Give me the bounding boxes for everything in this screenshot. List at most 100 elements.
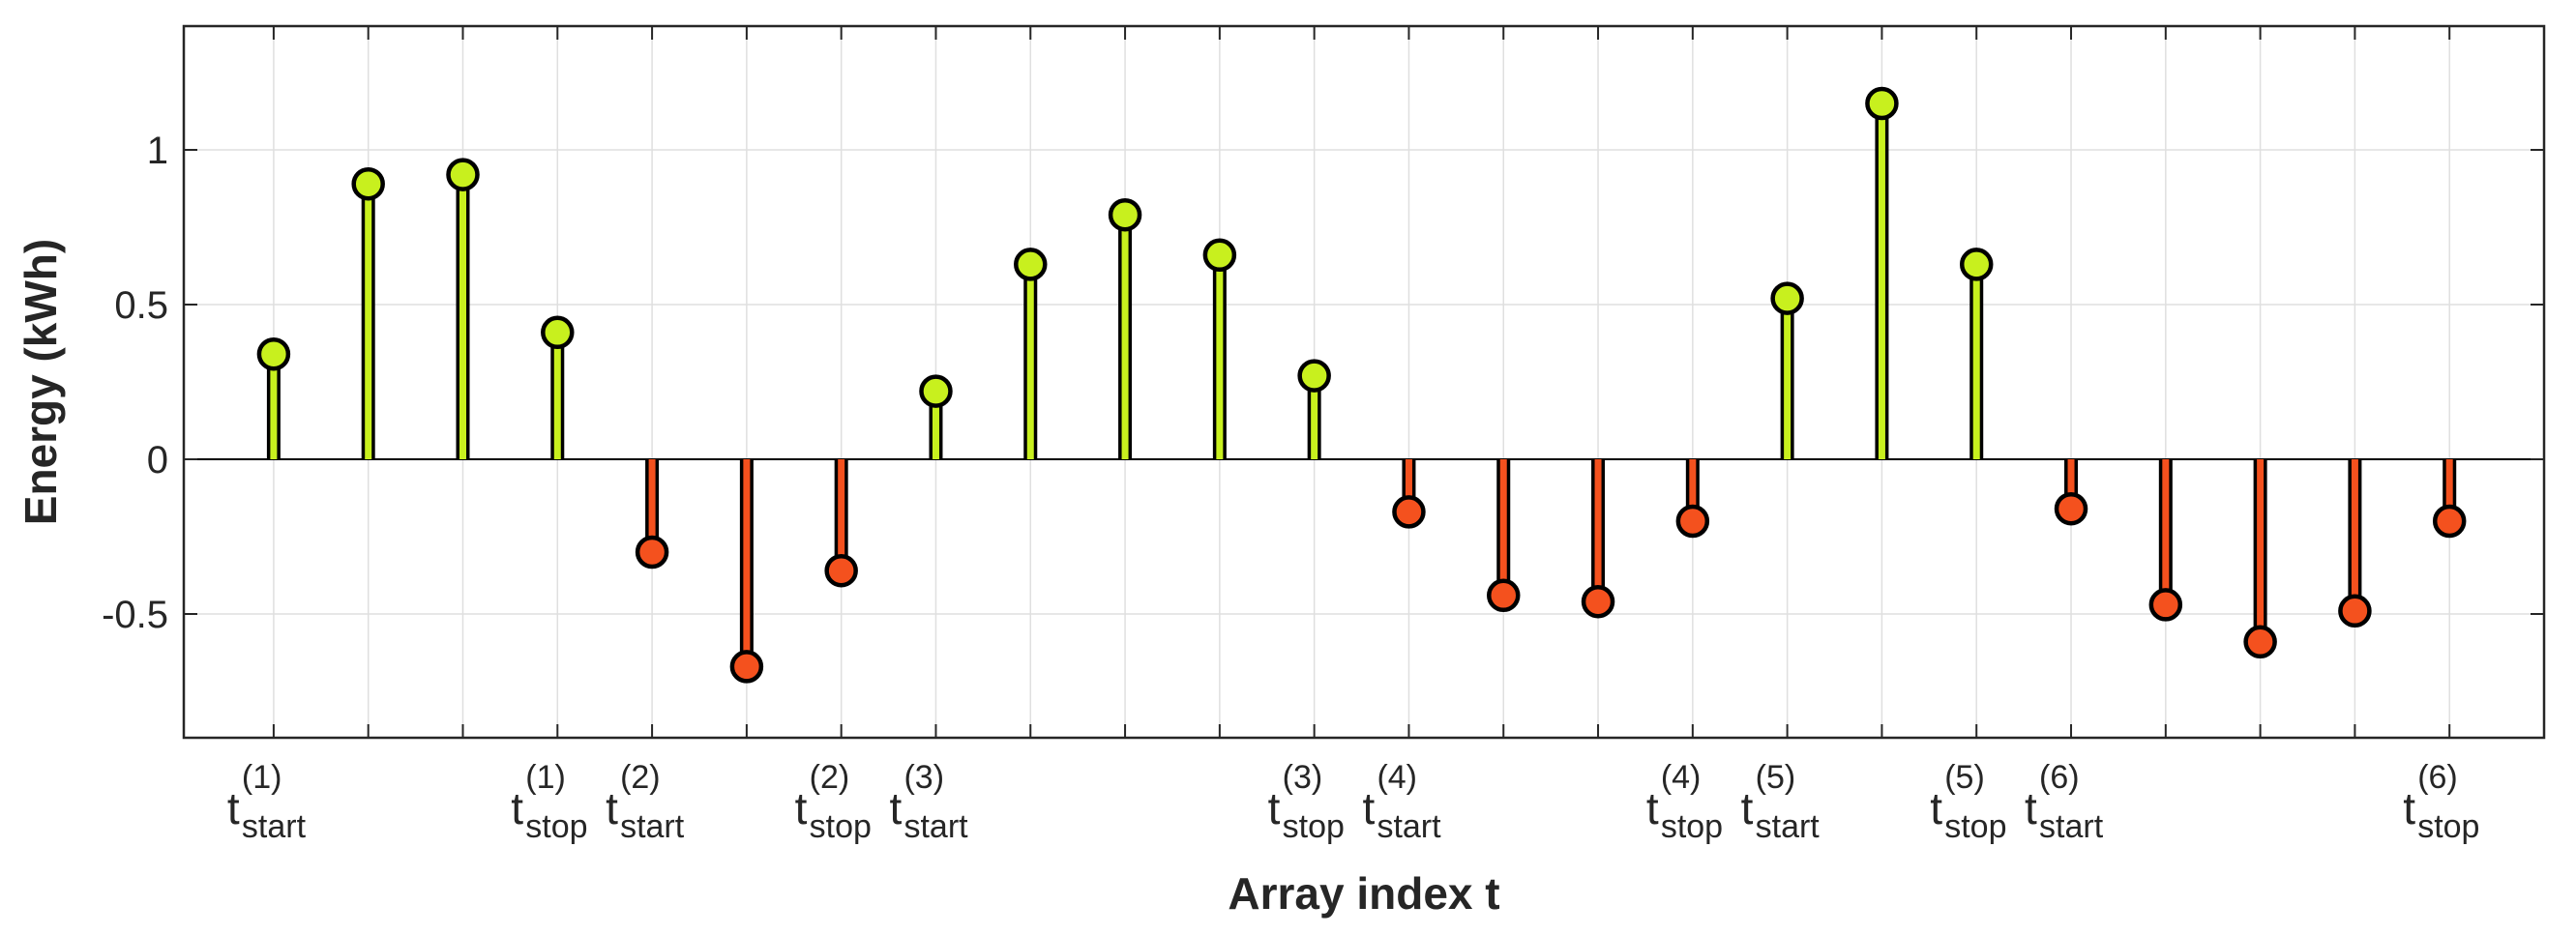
x-marker-base: t [2403, 783, 2415, 833]
x-marker-sub: start [1756, 808, 1821, 845]
stem [1392, 459, 1426, 529]
y-tick-label: 0 [147, 439, 168, 482]
x-marker-label: t(6) stop [2403, 759, 2479, 845]
stem-marker [919, 374, 953, 408]
x-axis-label: Array index t [1228, 868, 1499, 919]
stem [446, 158, 480, 459]
stem [1297, 359, 1331, 459]
y-tick-labels: -0.5 0 0.5 1 [102, 130, 168, 636]
stem-marker [1202, 238, 1237, 273]
x-marker-sub: stop [1283, 808, 1345, 845]
axis-ticks [184, 26, 2545, 738]
x-marker-base: t [227, 783, 240, 833]
y-tick-label: 0.5 [114, 284, 168, 327]
x-marker-sup: (2) [810, 759, 850, 796]
x-marker-sub: start [903, 808, 968, 845]
x-marker-base: t [511, 783, 523, 833]
stem-marker [446, 158, 480, 191]
y-tick-label: 1 [147, 130, 168, 172]
stem-marker [1297, 359, 1331, 393]
stem [1865, 86, 1899, 459]
x-marker-base: t [1268, 783, 1281, 833]
stem-series [256, 86, 2467, 684]
x-marker-label: t(1) start [227, 759, 307, 845]
stem [635, 459, 669, 570]
y-tick-label: -0.5 [102, 594, 168, 636]
stem [2054, 459, 2088, 526]
stem [1202, 238, 1237, 459]
stem-marker [2148, 588, 2183, 622]
x-marker-sup: (5) [1756, 759, 1796, 796]
stem [919, 374, 953, 459]
x-marker-label: t(2) stop [795, 759, 872, 845]
stem [2338, 459, 2372, 628]
x-marker-label: t(3) stop [1268, 759, 1345, 845]
stem-marker [351, 166, 385, 201]
x-marker-label: t(1) stop [511, 759, 587, 845]
stem-marker [1675, 504, 1710, 539]
x-marker-base: t [795, 783, 808, 833]
stem-marker [1770, 281, 1804, 315]
x-marker-sub: stop [1944, 808, 2006, 845]
stem [256, 336, 291, 459]
stem-marker [2432, 504, 2467, 539]
x-marker-label: t(5) start [1741, 759, 1821, 845]
stem [824, 459, 858, 588]
x-marker-base: t [2025, 783, 2037, 833]
stem [1959, 248, 1994, 459]
x-marker-sup: (6) [2039, 759, 2080, 796]
x-marker-base: t [889, 783, 902, 833]
stem [1770, 281, 1804, 459]
x-marker-sub: start [620, 808, 685, 845]
x-marker-sup: (2) [620, 759, 661, 796]
stem [2432, 459, 2467, 539]
x-marker-sup: (1) [525, 759, 566, 796]
stem [1486, 459, 1521, 613]
x-marker-sub: stop [525, 808, 587, 845]
stem [1014, 248, 1048, 459]
x-marker-base: t [1646, 783, 1659, 833]
stem-marker [2054, 491, 2088, 526]
x-marker-sup: (4) [1661, 759, 1702, 796]
stem [1581, 459, 1615, 619]
x-marker-base: t [606, 783, 618, 833]
x-marker-sup: (5) [1944, 759, 1985, 796]
stem-marker [729, 650, 764, 684]
stem-marker [541, 315, 575, 350]
stem-marker [1486, 578, 1521, 613]
x-marker-sup: (3) [903, 759, 944, 796]
stem [729, 459, 764, 684]
x-marker-sup: (1) [242, 759, 282, 796]
plot-frame [182, 24, 2546, 740]
x-marker-sub: stop [810, 808, 872, 845]
x-marker-sub: start [1377, 808, 1441, 845]
x-marker-label: t(2) start [606, 759, 685, 845]
x-marker-sub: start [242, 808, 307, 845]
x-marker-label: t(5) stop [1930, 759, 2006, 845]
x-marker-label: t(3) start [889, 759, 968, 845]
stem-marker [1959, 248, 1994, 281]
stem-marker [2243, 625, 2277, 659]
x-marker-label: t(4) start [1362, 759, 1441, 845]
stem [2148, 459, 2183, 622]
x-tick-labels: t(1) start t(1) stop t(2) start t(2) stop t(3) st… [227, 759, 2480, 845]
y-axis-label: Energy (kWh) [15, 239, 66, 525]
stem [1675, 459, 1710, 539]
x-marker-label: t(4) stop [1646, 759, 1723, 845]
x-marker-base: t [1362, 783, 1375, 833]
stem-marker [1108, 197, 1142, 232]
stem-marker [1014, 248, 1048, 281]
x-marker-sub: stop [1661, 808, 1723, 845]
stem-marker [1581, 584, 1615, 619]
x-marker-base: t [1741, 783, 1754, 833]
x-marker-sub: start [2039, 808, 2104, 845]
x-marker-base: t [1930, 783, 1942, 833]
stem-marker [1392, 495, 1426, 529]
stem [351, 166, 385, 459]
x-marker-sub: stop [2417, 808, 2479, 845]
stem [541, 315, 575, 459]
stem-marker [256, 336, 291, 371]
stem-marker [824, 553, 858, 588]
